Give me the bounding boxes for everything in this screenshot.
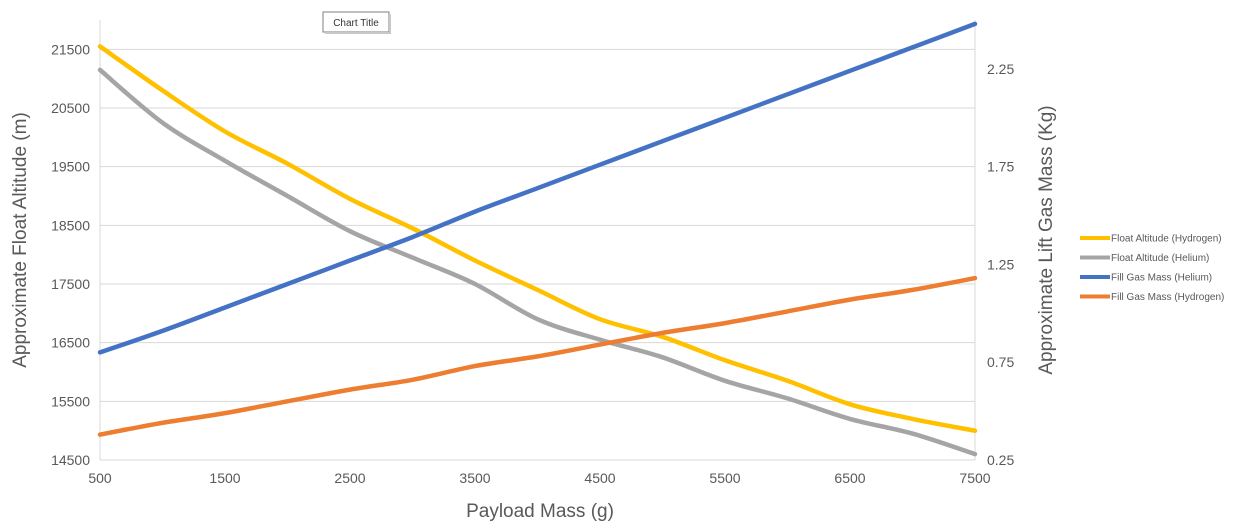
axes: [99, 20, 976, 460]
x-tick-label: 1500: [209, 470, 240, 486]
x-tick-label: 500: [88, 470, 112, 486]
tick-labels: 14500 15500 16500 17500 18500 19500 20500 21500…: [51, 41, 1014, 486]
x-tick-label: 2500: [334, 470, 365, 486]
x-tick-label: 6500: [834, 470, 865, 486]
gridlines: [100, 48, 975, 461]
legend-label-2: Fill Gas Mass (Helium): [1111, 273, 1212, 284]
chart-title: Chart Title: [333, 18, 379, 29]
x-tick-label: 5500: [709, 470, 740, 486]
x-tick-label: 7500: [959, 470, 990, 486]
y2-tick-label: 1.75: [987, 159, 1014, 175]
y2-tick-label: 2.25: [987, 61, 1014, 77]
legend: Float Altitude (Hydrogen) Float Altitude …: [1080, 234, 1224, 303]
chart-title-box[interactable]: Chart Title: [322, 11, 391, 34]
legend-label-0: Float Altitude (Hydrogen): [1111, 234, 1222, 245]
x-axis-title: Payload Mass (g): [466, 501, 614, 522]
y2-tick-label: 0.25: [987, 452, 1014, 468]
y-axis-title: Approximate Float Altitude (m): [10, 112, 31, 368]
series-line-1[interactable]: [97, 67, 978, 457]
y-tick-label: 16500: [51, 335, 90, 351]
series-line-0[interactable]: [97, 44, 978, 433]
series-line-3[interactable]: [97, 275, 978, 437]
y-tick-label: 18500: [51, 217, 90, 233]
series-lines: [97, 21, 978, 457]
y-tick-label: 21500: [51, 41, 90, 57]
y2-tick-label: 1.25: [987, 256, 1014, 272]
y2-axis-title: Approximate Lift Gas Mass (Kg): [1036, 105, 1057, 374]
y-tick-label: 20500: [51, 100, 90, 116]
series-line-2[interactable]: [97, 21, 978, 355]
x-tick-label: 4500: [584, 470, 615, 486]
legend-label-3: Fill Gas Mass (Hydrogen): [1111, 292, 1224, 303]
x-tick-label: 3500: [459, 470, 490, 486]
y-tick-label: 15500: [51, 393, 90, 409]
y2-tick-label: 0.75: [987, 354, 1014, 370]
y-tick-label: 19500: [51, 159, 90, 175]
legend-label-1: Float Altitude (Helium): [1111, 253, 1209, 264]
y-tick-label: 14500: [51, 452, 90, 468]
y-tick-label: 17500: [51, 276, 90, 292]
